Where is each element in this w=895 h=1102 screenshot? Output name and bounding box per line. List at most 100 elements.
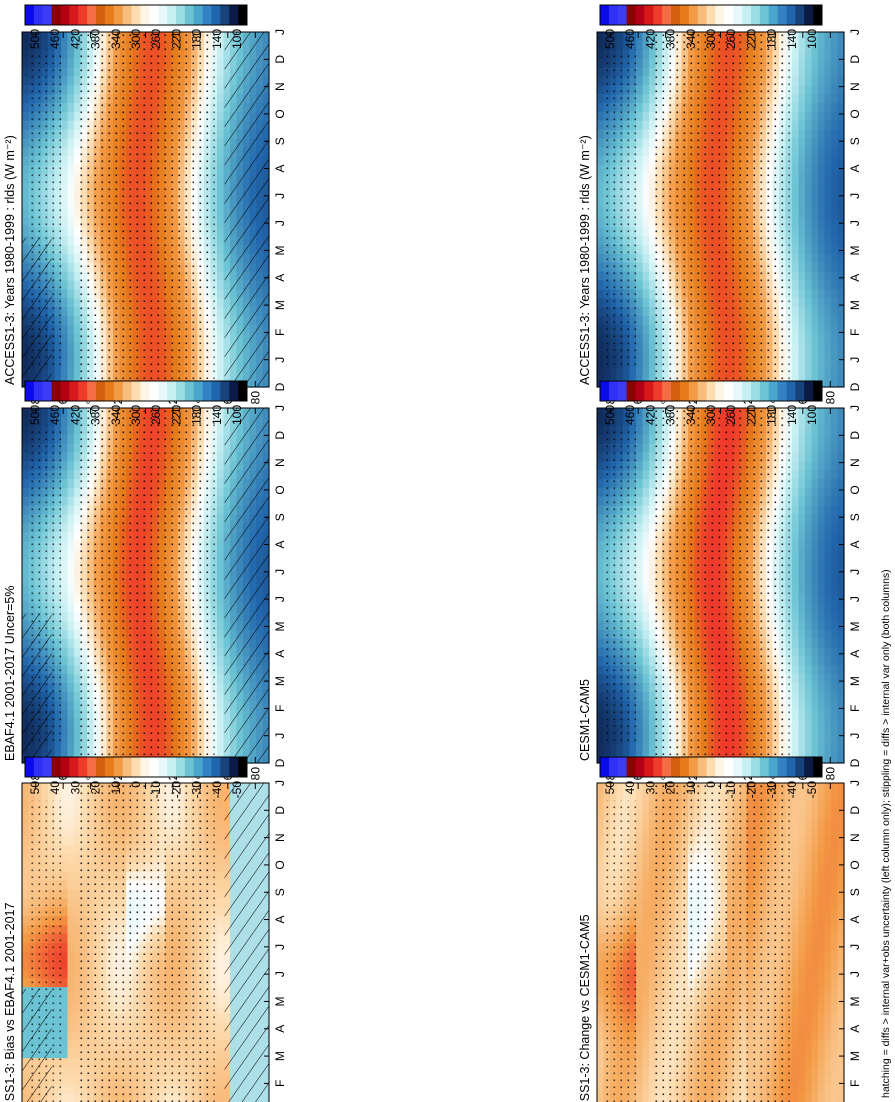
heat-cell xyxy=(792,129,800,140)
heat-cell xyxy=(217,621,225,631)
heat-cell xyxy=(22,567,30,578)
heat-cell xyxy=(61,209,69,219)
month-label-group: M xyxy=(273,300,287,310)
heat-cell xyxy=(805,94,813,104)
heat-cell xyxy=(824,182,832,193)
heat-cell xyxy=(642,111,650,122)
heat-cell xyxy=(792,236,800,246)
heat-cell xyxy=(22,174,30,184)
heat-cell xyxy=(792,209,800,219)
heat-cell xyxy=(61,558,69,569)
heat-cell xyxy=(67,709,75,720)
heat-cell xyxy=(41,40,49,51)
heat-cell xyxy=(811,191,819,202)
heat-cell xyxy=(603,369,611,379)
heat-cell xyxy=(642,316,650,326)
heat-cell xyxy=(61,32,69,42)
heat-cell xyxy=(61,360,69,370)
heat-cell xyxy=(824,324,832,335)
heat-cell xyxy=(217,514,225,524)
heat-cell xyxy=(597,558,605,569)
heat-cell xyxy=(22,49,30,60)
heat-cell xyxy=(811,271,819,282)
heat-cell xyxy=(818,360,826,370)
heat-cell xyxy=(837,111,845,122)
month-label: J xyxy=(273,596,287,602)
heat-cell xyxy=(597,621,605,631)
heat-cell xyxy=(818,49,826,60)
month-label-group: F xyxy=(848,329,862,336)
heat-cell xyxy=(597,745,605,755)
heat-cell xyxy=(67,612,75,622)
heat-cell xyxy=(642,218,650,228)
heat-cell xyxy=(837,298,845,308)
heat-cell xyxy=(798,165,806,175)
heat-cell xyxy=(61,280,69,290)
heat-cell xyxy=(603,416,611,427)
heat-cell xyxy=(636,40,644,51)
heat-cell xyxy=(837,307,845,317)
heat-cell xyxy=(792,76,800,86)
heat-cell xyxy=(798,103,806,113)
heat-cell xyxy=(61,443,69,453)
heat-cell xyxy=(831,342,839,353)
heat-cell xyxy=(597,218,605,228)
heat-cell xyxy=(67,289,75,299)
heat-cell xyxy=(824,298,832,308)
month-label: O xyxy=(273,485,287,494)
month-label-group: J xyxy=(273,193,287,199)
heat-cell xyxy=(805,351,813,361)
heat-cell xyxy=(824,147,832,157)
heat-cell xyxy=(61,487,69,498)
heat-cell xyxy=(818,333,826,344)
month-label: M xyxy=(273,621,287,631)
heat-cell xyxy=(837,253,845,264)
heat-cell xyxy=(217,94,225,104)
heat-cell xyxy=(217,333,225,344)
heat-cell xyxy=(217,647,225,658)
heat-cell xyxy=(824,156,832,166)
heat-cell xyxy=(67,351,75,361)
month-label: M xyxy=(848,245,862,255)
heat-cell xyxy=(824,253,832,264)
heat-cell xyxy=(597,585,605,595)
heat-cell xyxy=(597,245,605,255)
heat-cell xyxy=(217,307,225,317)
heat-cell xyxy=(22,425,30,436)
heat-cell xyxy=(642,209,650,219)
heat-cell xyxy=(597,174,605,184)
heat-cell xyxy=(217,505,225,516)
heat-cell xyxy=(217,156,225,166)
heat-cell xyxy=(54,416,62,427)
heat-cell xyxy=(831,262,839,273)
heat-cell xyxy=(28,32,36,42)
month-label: N xyxy=(848,82,862,91)
heat-cell xyxy=(837,316,845,326)
heat-cell xyxy=(61,49,69,60)
heat-cell xyxy=(217,316,225,326)
heat-cell xyxy=(597,360,605,370)
heat-cell xyxy=(217,253,225,264)
heat-cell xyxy=(217,594,225,604)
heat-cell xyxy=(792,40,800,51)
panel-title: CESM1-CAM5 xyxy=(578,679,592,761)
heat-cell xyxy=(616,32,624,42)
heat-cell xyxy=(217,147,225,157)
heat-cell xyxy=(636,333,644,344)
heat-cell xyxy=(629,40,637,51)
heat-cell xyxy=(217,209,225,219)
month-label: D xyxy=(848,55,862,64)
heat-cell xyxy=(805,342,813,353)
heat-cell xyxy=(610,32,618,42)
heat-cell xyxy=(22,200,30,211)
heat-cell xyxy=(61,567,69,578)
heat-cell xyxy=(22,416,30,427)
heat-cell xyxy=(61,227,69,237)
heat-cell xyxy=(22,156,30,166)
heat-cell xyxy=(217,67,225,77)
heat-cell xyxy=(597,736,605,746)
heat-cell xyxy=(41,408,49,418)
heat-cell xyxy=(67,629,75,640)
heat-cell xyxy=(67,745,75,755)
heat-cell xyxy=(642,227,650,237)
